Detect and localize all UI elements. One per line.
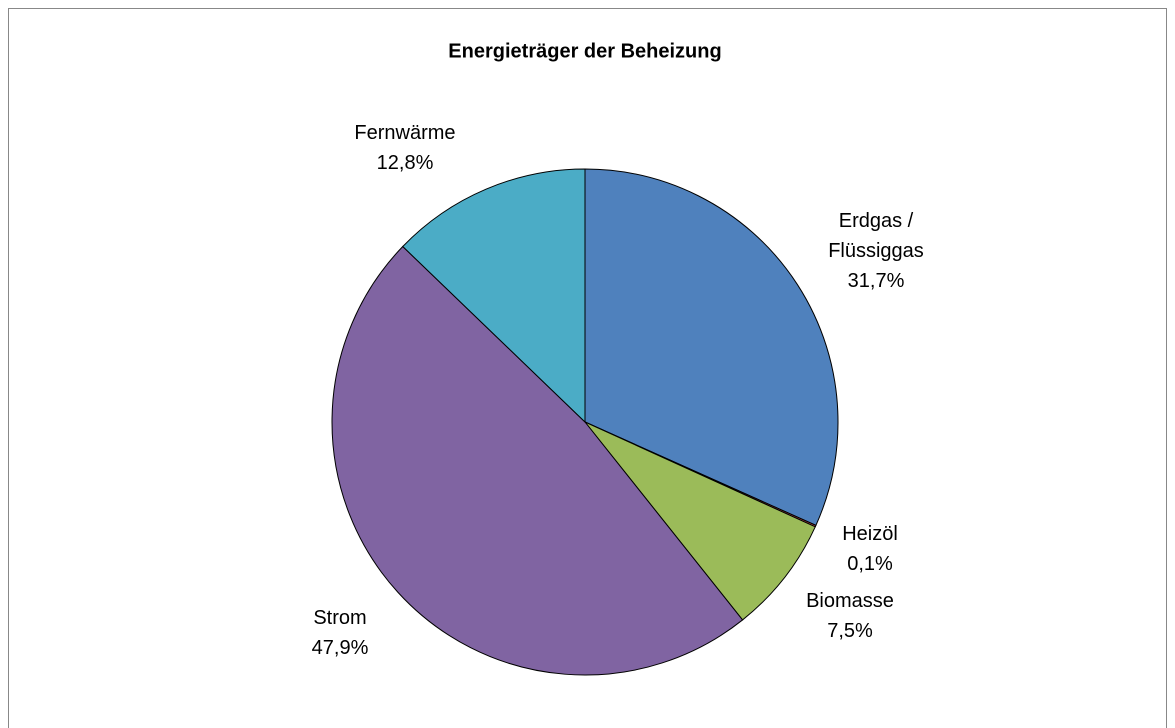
pie-slice	[402, 168, 586, 424]
slice-category: Heizöl	[842, 523, 898, 545]
pie-slice	[584, 168, 839, 527]
slice-label: Heizöl 0,1%	[795, 519, 945, 579]
pie-slice	[331, 245, 744, 676]
slice-label: Biomasse 7,5%	[775, 586, 925, 646]
chart-title: Energieträger der Beheizung	[448, 40, 721, 62]
slice-category: Strom	[313, 607, 367, 629]
slice-category: Erdgas / Flüssiggas	[828, 210, 924, 262]
slice-label: Erdgas / Flüssiggas 31,7%	[801, 206, 951, 296]
pie-slice	[584, 421, 816, 621]
slice-label: Strom 47,9%	[265, 603, 415, 663]
slice-value: 31,7%	[847, 270, 905, 292]
slice-label: Fernwärme 12,8%	[330, 118, 480, 178]
slice-value: 7,5%	[827, 620, 873, 642]
slice-category: Biomasse	[806, 590, 894, 612]
slice-category: Fernwärme	[354, 122, 456, 144]
slice-value: 0,1%	[847, 553, 893, 575]
slice-value: 12,8%	[376, 152, 434, 174]
slice-value: 47,9%	[311, 637, 369, 659]
